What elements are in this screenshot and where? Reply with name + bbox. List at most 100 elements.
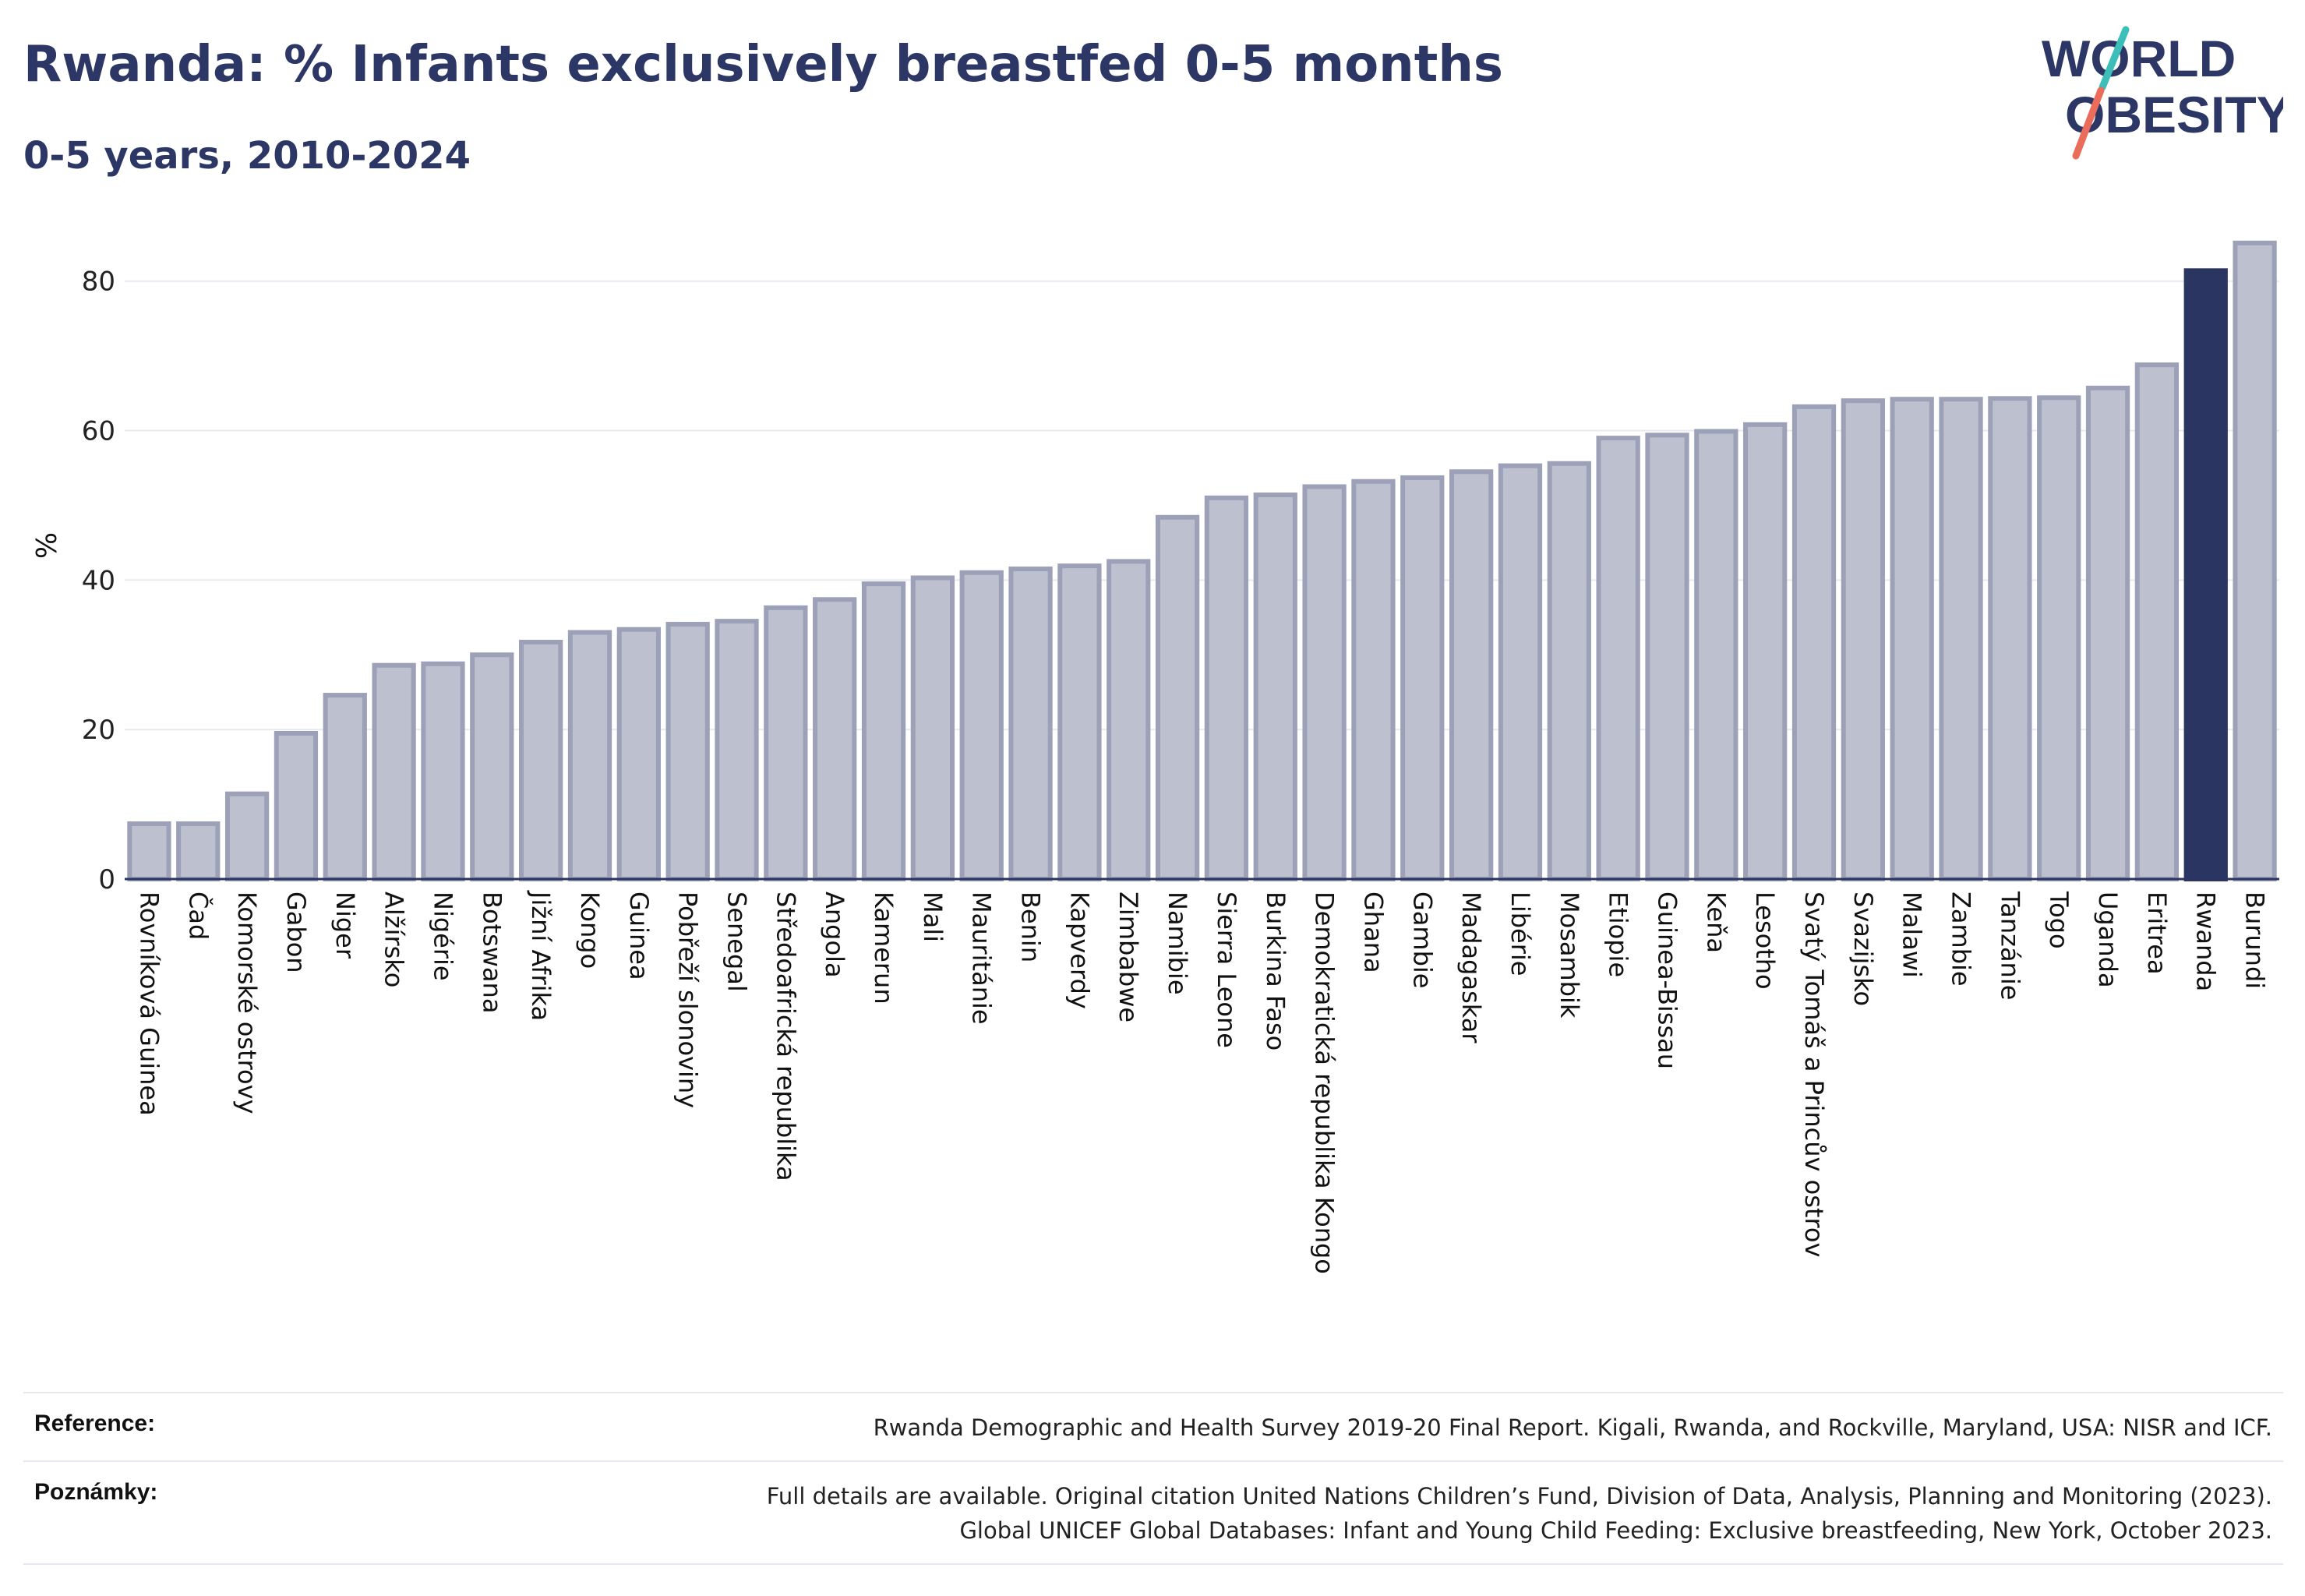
bar [1400, 475, 1445, 881]
bar [1645, 433, 1689, 881]
chart-subtitle: 0-5 years, 2010-2024 [23, 134, 471, 178]
y-axis-ticks: 0 20 40 60 80 [82, 267, 115, 895]
bar [224, 791, 270, 881]
y-tick-label: 60 [82, 416, 115, 447]
bar [1253, 493, 1297, 881]
bar [1204, 495, 1249, 881]
bar [274, 730, 319, 882]
bar [421, 661, 465, 881]
x-category-label: Benin [1016, 892, 1046, 962]
bar [127, 821, 171, 881]
bar [1694, 429, 1738, 881]
reference-label: Reference: [34, 1411, 156, 1436]
bar [567, 630, 612, 881]
bar [2085, 385, 2130, 881]
x-category-label: Namibie [1163, 892, 1192, 995]
x-axis-category-labels: Rovníková Guinea Čad Komorské ostrovy Gabon… [134, 890, 2269, 1274]
bar [2233, 240, 2277, 881]
x-category-label: Burkina Faso [1261, 892, 1290, 1050]
x-category-label: Nigérie [428, 892, 457, 981]
bar [1107, 559, 1151, 881]
bar [2037, 395, 2081, 881]
x-category-label: Pobřeží slonoviny [673, 892, 703, 1108]
x-category-label: Madagaskar [1456, 892, 1486, 1043]
bar [176, 821, 221, 881]
x-category-label: Čad [183, 892, 214, 940]
reference-row: Reference: Rwanda Demographic and Health… [23, 1392, 2283, 1460]
bar [861, 581, 906, 882]
x-category-label: Botswana [477, 892, 507, 1013]
bar [470, 652, 514, 881]
y-axis-title: % [31, 532, 63, 559]
bar-chart: 0 20 40 60 80 Rovníková Guinea Čad Komorské os… [31, 240, 2279, 1274]
bar [959, 570, 1004, 881]
bar [1449, 469, 1494, 881]
bar [1939, 397, 1983, 881]
bar [323, 693, 367, 882]
bar [1890, 397, 1934, 881]
x-category-label: Svatý Tomáš a Princův ostrov [1799, 892, 1829, 1257]
x-category-label: Tanzánie [1995, 891, 2024, 1000]
x-category-label: Guinea-Bissau [1652, 892, 1682, 1069]
notes-text: Full details are available. Original cit… [767, 1479, 2272, 1548]
bar [1057, 563, 1102, 882]
x-category-label: Sierra Leone [1212, 892, 1241, 1048]
x-category-label: Mosambik [1555, 892, 1584, 1019]
notes-row: Poznámky: Full details are available. Or… [23, 1460, 2283, 1565]
bar [519, 639, 563, 882]
bar [372, 662, 416, 881]
bar [665, 621, 710, 881]
bar [1841, 398, 1885, 881]
x-category-label: Angola [820, 892, 849, 978]
bar [1498, 463, 1543, 881]
y-tick-label: 0 [98, 864, 115, 895]
x-category-label: Zambie [1947, 892, 1976, 987]
x-category-label: Ghana [1358, 892, 1388, 973]
x-category-label: Rwanda [2191, 892, 2221, 991]
x-category-label: Gambie [1407, 892, 1437, 988]
notes-label: Poznámky: [34, 1479, 158, 1505]
x-category-label: Togo [2044, 891, 2074, 949]
x-category-label: Kamerun [869, 892, 898, 1005]
bar [813, 597, 857, 881]
x-category-label: Niger [330, 892, 360, 959]
x-category-label: Alžírsko [379, 892, 409, 987]
bar [1791, 404, 1837, 881]
y-tick-label: 80 [82, 267, 115, 298]
bar [616, 627, 661, 881]
bar [910, 575, 955, 882]
x-category-label: Svazijsko [1848, 892, 1878, 1006]
x-category-label: Keňa [1701, 892, 1731, 953]
bar [1743, 422, 1788, 881]
bar [1302, 484, 1347, 882]
x-category-label: Burundi [2240, 892, 2270, 989]
bars [127, 240, 2277, 882]
bar-highlighted [2183, 268, 2228, 881]
bar [1988, 396, 2032, 881]
x-category-label: Etiopie [1604, 892, 1633, 977]
x-category-label: Středoafrická republika [771, 892, 800, 1181]
bar [1596, 436, 1640, 881]
x-category-label: Eritrea [2142, 892, 2172, 975]
world-obesity-logo: WORLD OBESITY [2042, 26, 2283, 160]
bar [715, 619, 759, 881]
x-category-label: Lesotho [1750, 892, 1780, 990]
notes-line-2: Global UNICEF Global Databases: Infant a… [959, 1517, 2272, 1544]
logo-slash-teal [2099, 26, 2130, 91]
x-category-label: Guinea [624, 892, 654, 980]
bar [1351, 478, 1396, 881]
x-category-label: Kongo [575, 892, 605, 969]
x-category-label: Komorské ostrovy [232, 892, 262, 1114]
logo-slash-coral [2072, 87, 2105, 160]
chart-title: Rwanda: % Infants exclusively breastfed … [23, 36, 1503, 94]
logo-text-world: WORLD [2042, 30, 2236, 87]
bar [1547, 461, 1591, 881]
x-category-label: Uganda [2093, 892, 2123, 988]
x-category-label: Gabon [281, 892, 311, 973]
y-tick-label: 40 [82, 565, 115, 596]
x-category-label: Mauritánie [967, 892, 997, 1025]
x-category-label: Demokratická republika Kongo [1310, 892, 1340, 1274]
bar [1155, 514, 1200, 881]
bar [764, 605, 808, 881]
x-category-label: Rovníková Guinea [134, 892, 164, 1116]
